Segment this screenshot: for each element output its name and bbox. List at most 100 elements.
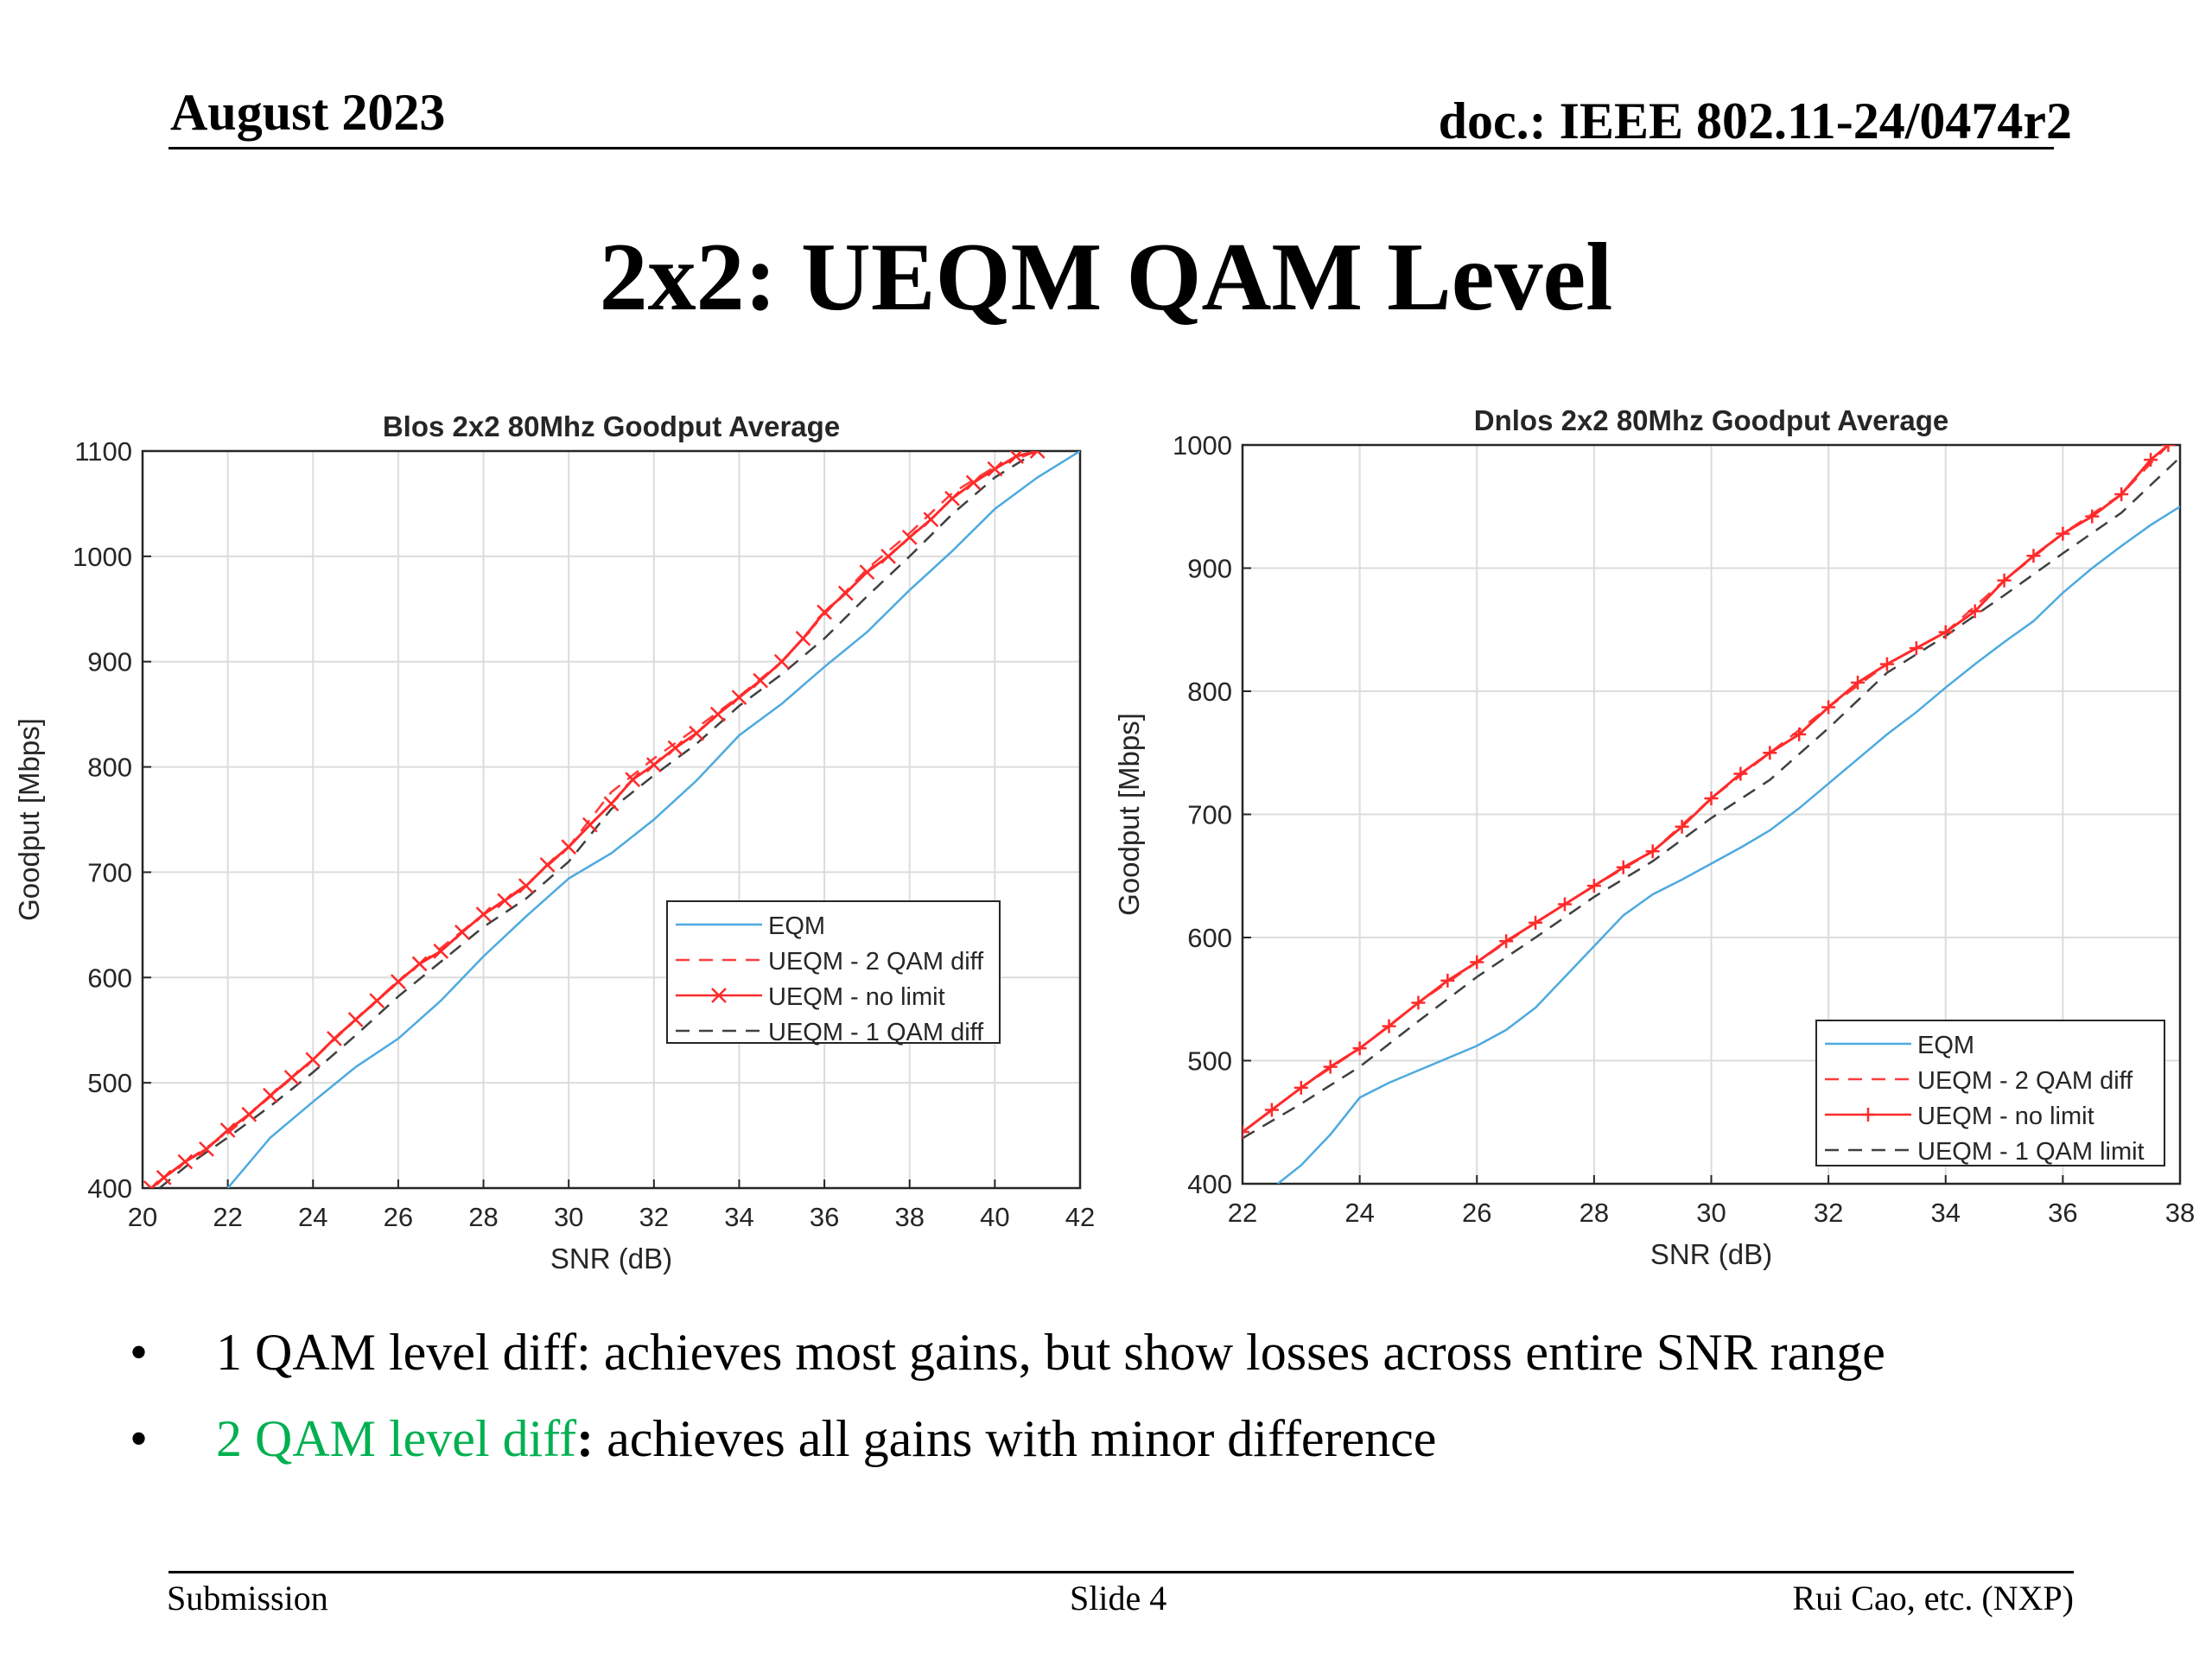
data-marker-x	[539, 857, 556, 873]
data-marker-plus	[1938, 625, 1953, 639]
x-tick-label: 36	[810, 1202, 839, 1232]
data-marker-plus	[1733, 766, 1748, 781]
data-marker-plus	[1264, 1103, 1279, 1117]
data-marker-plus	[1440, 973, 1455, 988]
series-line-3	[1243, 456, 2180, 1140]
bullet-text: 1 QAM level diff: achieves most gains, b…	[216, 1324, 1885, 1381]
data-marker-plus	[1909, 641, 1923, 656]
footer-slide-number: Slide 4	[1070, 1579, 1167, 1618]
y-tick-label: 500	[1187, 1046, 1232, 1077]
series-line-3	[158, 451, 1039, 1188]
x-tick-label: 30	[554, 1202, 583, 1232]
footer-author: Rui Cao, etc. (NXP)	[1792, 1579, 2074, 1618]
data-marker-plus	[1616, 860, 1630, 874]
series-line-0	[1276, 505, 2180, 1184]
data-marker-plus	[1851, 676, 1866, 690]
data-marker-x	[263, 1087, 278, 1103]
data-marker-plus	[2144, 453, 2158, 467]
legend-marker-x	[711, 988, 727, 1003]
x-tick-label: 28	[1580, 1198, 1609, 1228]
data-marker-plus	[2085, 509, 2100, 524]
x-tick-label: 22	[1228, 1198, 1257, 1228]
legend: EQM UEQM - 2 QAM diff UEQM - no limit UEQM …	[666, 900, 1001, 1046]
y-tick-label: 1000	[73, 542, 132, 572]
data-marker-x	[689, 725, 705, 741]
y-tick-label: 900	[87, 647, 132, 677]
data-marker-x	[177, 1154, 194, 1170]
y-axis-label: Goodput [Mbps]	[13, 718, 45, 921]
data-marker-plus	[2056, 526, 2070, 541]
chart-title: Dnlos 2x2 80Mhz Goodput Average	[1474, 404, 1949, 436]
x-tick-label: 36	[2048, 1198, 2077, 1228]
data-marker-plus	[1879, 657, 1894, 671]
footer-rule	[168, 1571, 2074, 1573]
data-marker-x	[817, 604, 832, 620]
data-marker-x	[731, 690, 747, 706]
x-tick-label: 38	[894, 1202, 924, 1232]
y-tick-label: 800	[1187, 677, 1232, 707]
data-marker-plus	[1294, 1080, 1308, 1095]
legend: EQM UEQM - 2 QAM diff UEQM - no limit UEQM …	[1815, 1020, 2165, 1166]
y-tick-label: 600	[87, 963, 132, 993]
data-marker-x	[1029, 451, 1046, 459]
data-marker-x	[625, 772, 641, 788]
data-marker-plus	[1323, 1059, 1338, 1074]
y-tick-label: 400	[87, 1173, 132, 1204]
data-marker-plus	[1411, 995, 1426, 1010]
header-date: August 2023	[170, 84, 446, 141]
slide-title: 2x2: UEQM QAM Level	[599, 224, 1613, 331]
y-tick-label: 700	[1187, 800, 1232, 830]
data-marker-x	[667, 740, 683, 756]
y-tick-label: 1100	[74, 436, 132, 467]
data-marker-plus	[1382, 1019, 1396, 1033]
data-marker-x	[795, 631, 811, 646]
data-marker-x	[859, 564, 875, 581]
x-tick-label: 34	[1931, 1198, 1961, 1228]
series-group	[143, 451, 1080, 1188]
data-marker-x	[773, 653, 790, 670]
plot-frame	[1241, 443, 2182, 1185]
bullet-highlight: 2 QAM level diff	[216, 1410, 577, 1467]
bullet-rest: achieves all gains with minor difference	[594, 1410, 1437, 1467]
data-marker-plus	[1967, 604, 1982, 619]
data-marker-x	[837, 585, 854, 601]
footer-submission: Submission	[167, 1579, 328, 1618]
legend-label: EQM	[1917, 1032, 1974, 1059]
legend-label: EQM	[768, 912, 825, 940]
data-marker-plus	[2114, 487, 2129, 501]
legend-label: UEQM - 1 QAM limit	[1917, 1138, 2145, 1166]
x-tick-label: 26	[1462, 1198, 1491, 1228]
data-marker-x	[199, 1141, 214, 1157]
data-marker-x	[518, 878, 534, 894]
data-marker-x	[753, 672, 768, 689]
data-marker-x	[1008, 451, 1024, 464]
data-marker-x	[561, 839, 577, 855]
x-axis-label: SNR (dB)	[1650, 1238, 1772, 1270]
data-marker-x	[582, 817, 598, 833]
legend-label: UEQM - 2 QAM diff	[1917, 1067, 2133, 1095]
data-marker-plus	[1675, 819, 1689, 834]
data-marker-plus	[1499, 934, 1514, 949]
data-marker-plus	[1704, 791, 1719, 805]
data-marker-x	[709, 706, 726, 722]
y-tick-label: 400	[1187, 1169, 1232, 1199]
x-tick-label: 32	[1814, 1198, 1843, 1228]
legend-label: UEQM - no limit	[1917, 1103, 2094, 1130]
legend-label: UEQM - 1 QAM diff	[768, 1019, 984, 1046]
y-tick-label: 600	[1187, 923, 1232, 953]
data-marker-plus	[1792, 727, 1807, 741]
data-marker-plus	[1821, 700, 1836, 715]
x-tick-label: 20	[128, 1202, 157, 1232]
y-axis-label: Goodput [Mbps]	[1113, 713, 1145, 916]
data-marker-plus	[1763, 746, 1777, 760]
data-marker-x	[219, 1122, 236, 1138]
data-marker-x	[241, 1106, 257, 1122]
chart-dnlos: 22 24 26 28 30 32 34 36 38 400 500 600 700 800 900 1000…	[1113, 404, 2195, 1270]
data-marker-x	[327, 1031, 342, 1046]
x-tick-label: 34	[724, 1202, 753, 1232]
y-tick-label: 800	[87, 753, 132, 783]
data-marker-x	[143, 1180, 159, 1188]
data-marker-x	[156, 1169, 172, 1185]
y-tick-label: 1000	[1173, 430, 1232, 461]
plot-frame	[141, 449, 1082, 1190]
